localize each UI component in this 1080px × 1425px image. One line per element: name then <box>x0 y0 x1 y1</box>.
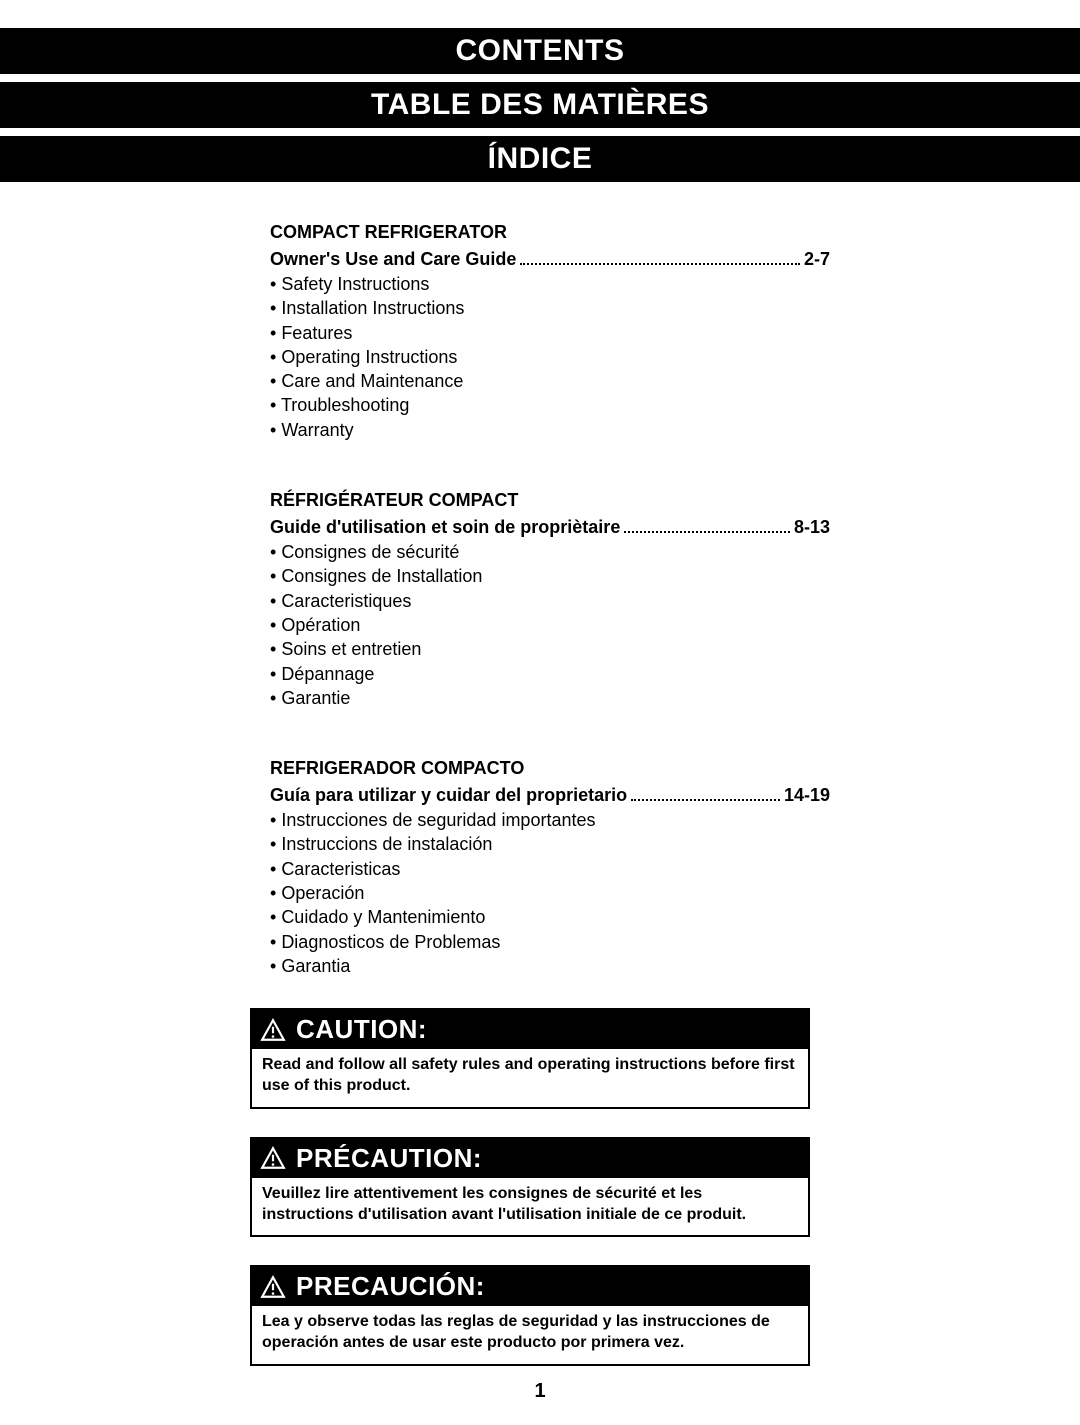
header-gap <box>0 128 1080 136</box>
list-item: Caracteristicas <box>270 857 830 881</box>
caution-title-es: PRECAUCIÓN: <box>296 1271 485 1302</box>
guide-row-en: Owner's Use and Care Guide 2-7 <box>270 249 830 270</box>
caution-box-fr: PRÉCAUTION: Veuillez lire attentivement … <box>250 1137 810 1238</box>
leader-dots <box>520 263 800 265</box>
caution-title-fr: PRÉCAUTION: <box>296 1143 482 1174</box>
items-fr: Consignes de sécurité Consignes de Insta… <box>270 540 830 710</box>
caution-header-en: CAUTION: <box>252 1010 808 1049</box>
list-item: Garantia <box>270 954 830 978</box>
caution-body-es: Lea y observe todas las reglas de seguri… <box>252 1306 808 1364</box>
section-title-es: REFRIGERADOR COMPACTO <box>270 758 830 779</box>
list-item: Instruccions de instalación <box>270 832 830 856</box>
list-item: Features <box>270 321 830 345</box>
pages-fr: 8-13 <box>794 517 830 538</box>
caution-box-es: PRECAUCIÓN: Lea y observe todas las regl… <box>250 1265 810 1366</box>
guide-label-es: Guía para utilizar y cuidar del propriet… <box>270 785 627 806</box>
guide-row-es: Guía para utilizar y cuidar del propriet… <box>270 785 830 806</box>
list-item: Instrucciones de seguridad importantes <box>270 808 830 832</box>
list-item: Consignes de Installation <box>270 564 830 588</box>
warning-triangle-icon <box>260 1145 286 1171</box>
toc-section-fr: RÉFRIGÉRATEUR COMPACT Guide d'utilisatio… <box>270 490 830 710</box>
caution-body-fr: Veuillez lire attentivement les consigne… <box>252 1178 808 1236</box>
list-item: Care and Maintenance <box>270 369 830 393</box>
toc-content: COMPACT REFRIGERATOR Owner's Use and Car… <box>270 222 830 978</box>
toc-section-es: REFRIGERADOR COMPACTO Guía para utilizar… <box>270 758 830 978</box>
pages-en: 2-7 <box>804 249 830 270</box>
list-item: Warranty <box>270 418 830 442</box>
header-contents: CONTENTS <box>0 28 1080 74</box>
list-item: Safety Instructions <box>270 272 830 296</box>
header-indice: ÍNDICE <box>0 136 1080 182</box>
warning-triangle-icon <box>260 1274 286 1300</box>
list-item: Consignes de sécurité <box>270 540 830 564</box>
guide-row-fr: Guide d'utilisation et soin de proprièta… <box>270 517 830 538</box>
toc-section-en: COMPACT REFRIGERATOR Owner's Use and Car… <box>270 222 830 442</box>
list-item: Installation Instructions <box>270 296 830 320</box>
caution-body-en: Read and follow all safety rules and ope… <box>252 1049 808 1107</box>
caution-box-en: CAUTION: Read and follow all safety rule… <box>250 1008 810 1109</box>
list-item: Opération <box>270 613 830 637</box>
list-item: Operating Instructions <box>270 345 830 369</box>
caution-header-es: PRECAUCIÓN: <box>252 1267 808 1306</box>
list-item: Garantie <box>270 686 830 710</box>
list-item: Soins et entretien <box>270 637 830 661</box>
section-title-en: COMPACT REFRIGERATOR <box>270 222 830 243</box>
list-item: Diagnosticos de Problemas <box>270 930 830 954</box>
list-item: Troubleshooting <box>270 393 830 417</box>
page-number: 1 <box>0 1380 1080 1403</box>
caution-header-fr: PRÉCAUTION: <box>252 1139 808 1178</box>
leader-dots <box>624 531 790 533</box>
section-title-fr: RÉFRIGÉRATEUR COMPACT <box>270 490 830 511</box>
list-item: Operación <box>270 881 830 905</box>
guide-label-fr: Guide d'utilisation et soin de proprièta… <box>270 517 620 538</box>
list-item: Cuidado y Mantenimiento <box>270 905 830 929</box>
list-item: Caracteristiques <box>270 589 830 613</box>
pages-es: 14-19 <box>784 785 830 806</box>
items-en: Safety Instructions Installation Instruc… <box>270 272 830 442</box>
caution-title-en: CAUTION: <box>296 1014 427 1045</box>
warning-triangle-icon <box>260 1017 286 1043</box>
leader-dots <box>631 799 780 801</box>
header-table-matieres: TABLE DES MATIÈRES <box>0 82 1080 128</box>
guide-label-en: Owner's Use and Care Guide <box>270 249 516 270</box>
header-gap <box>0 74 1080 82</box>
list-item: Dépannage <box>270 662 830 686</box>
items-es: Instrucciones de seguridad importantes I… <box>270 808 830 978</box>
